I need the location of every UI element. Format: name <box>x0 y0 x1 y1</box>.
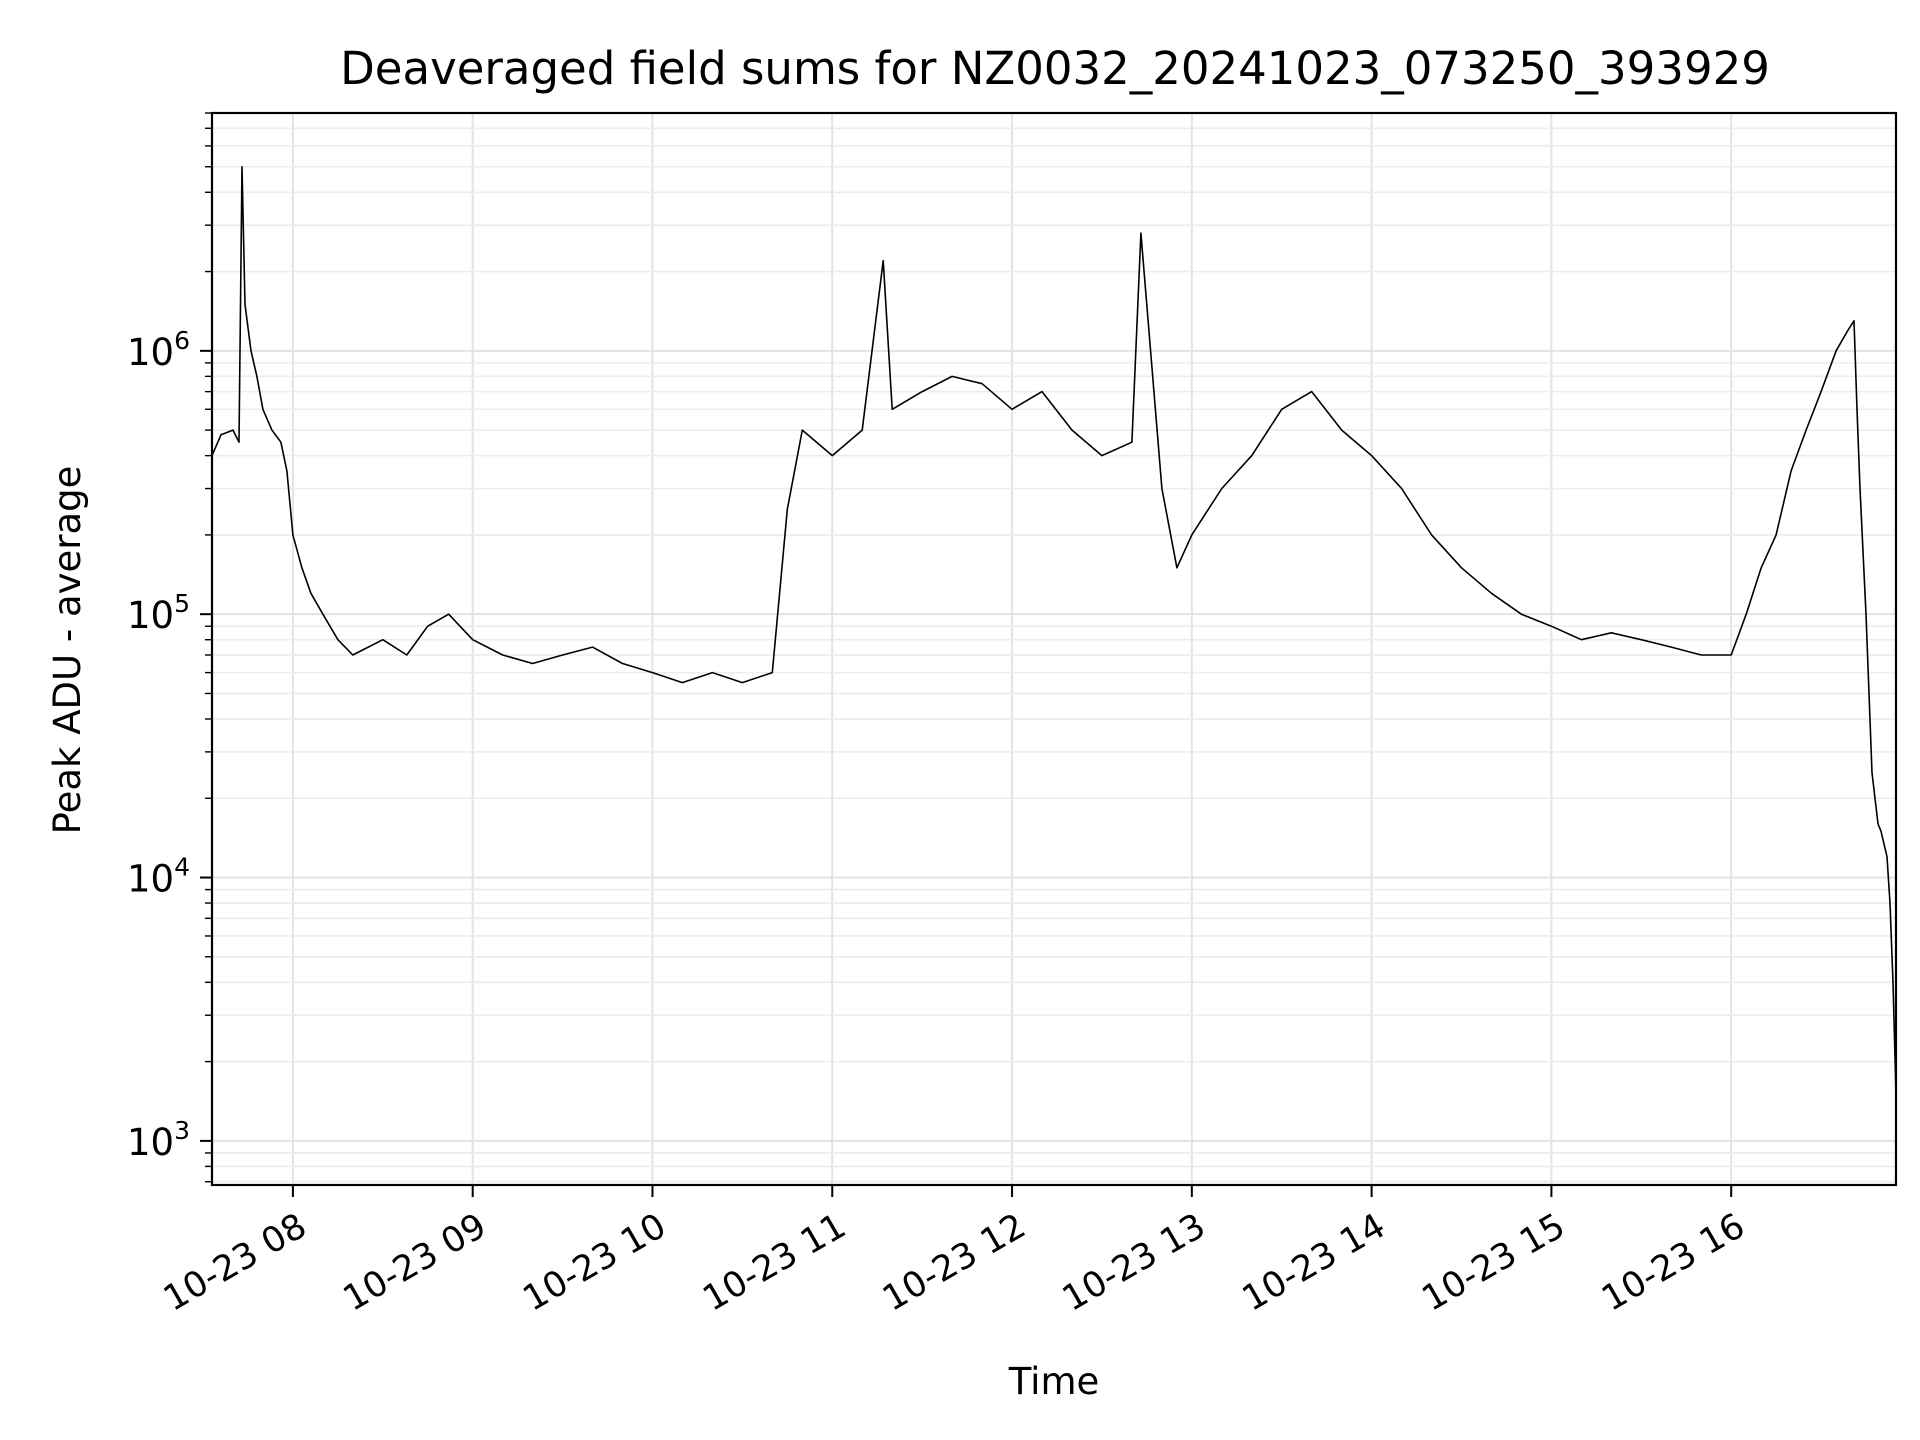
series-line <box>211 166 1897 1095</box>
line-layer <box>211 166 1897 1095</box>
x-axis-label: Time <box>1008 1360 1100 1403</box>
y-tick-label: 104 <box>127 853 190 901</box>
plot-frame <box>210 111 1898 1187</box>
y-axis-label: Peak ADU - average <box>46 466 89 835</box>
y-tick-label: 106 <box>127 326 190 374</box>
y-tick-label: 105 <box>127 589 190 637</box>
y-tick-label: 103 <box>127 1116 190 1164</box>
grid <box>212 112 1896 1185</box>
chart-title: Deaveraged field sums for NZ0032_2024102… <box>340 42 1770 95</box>
